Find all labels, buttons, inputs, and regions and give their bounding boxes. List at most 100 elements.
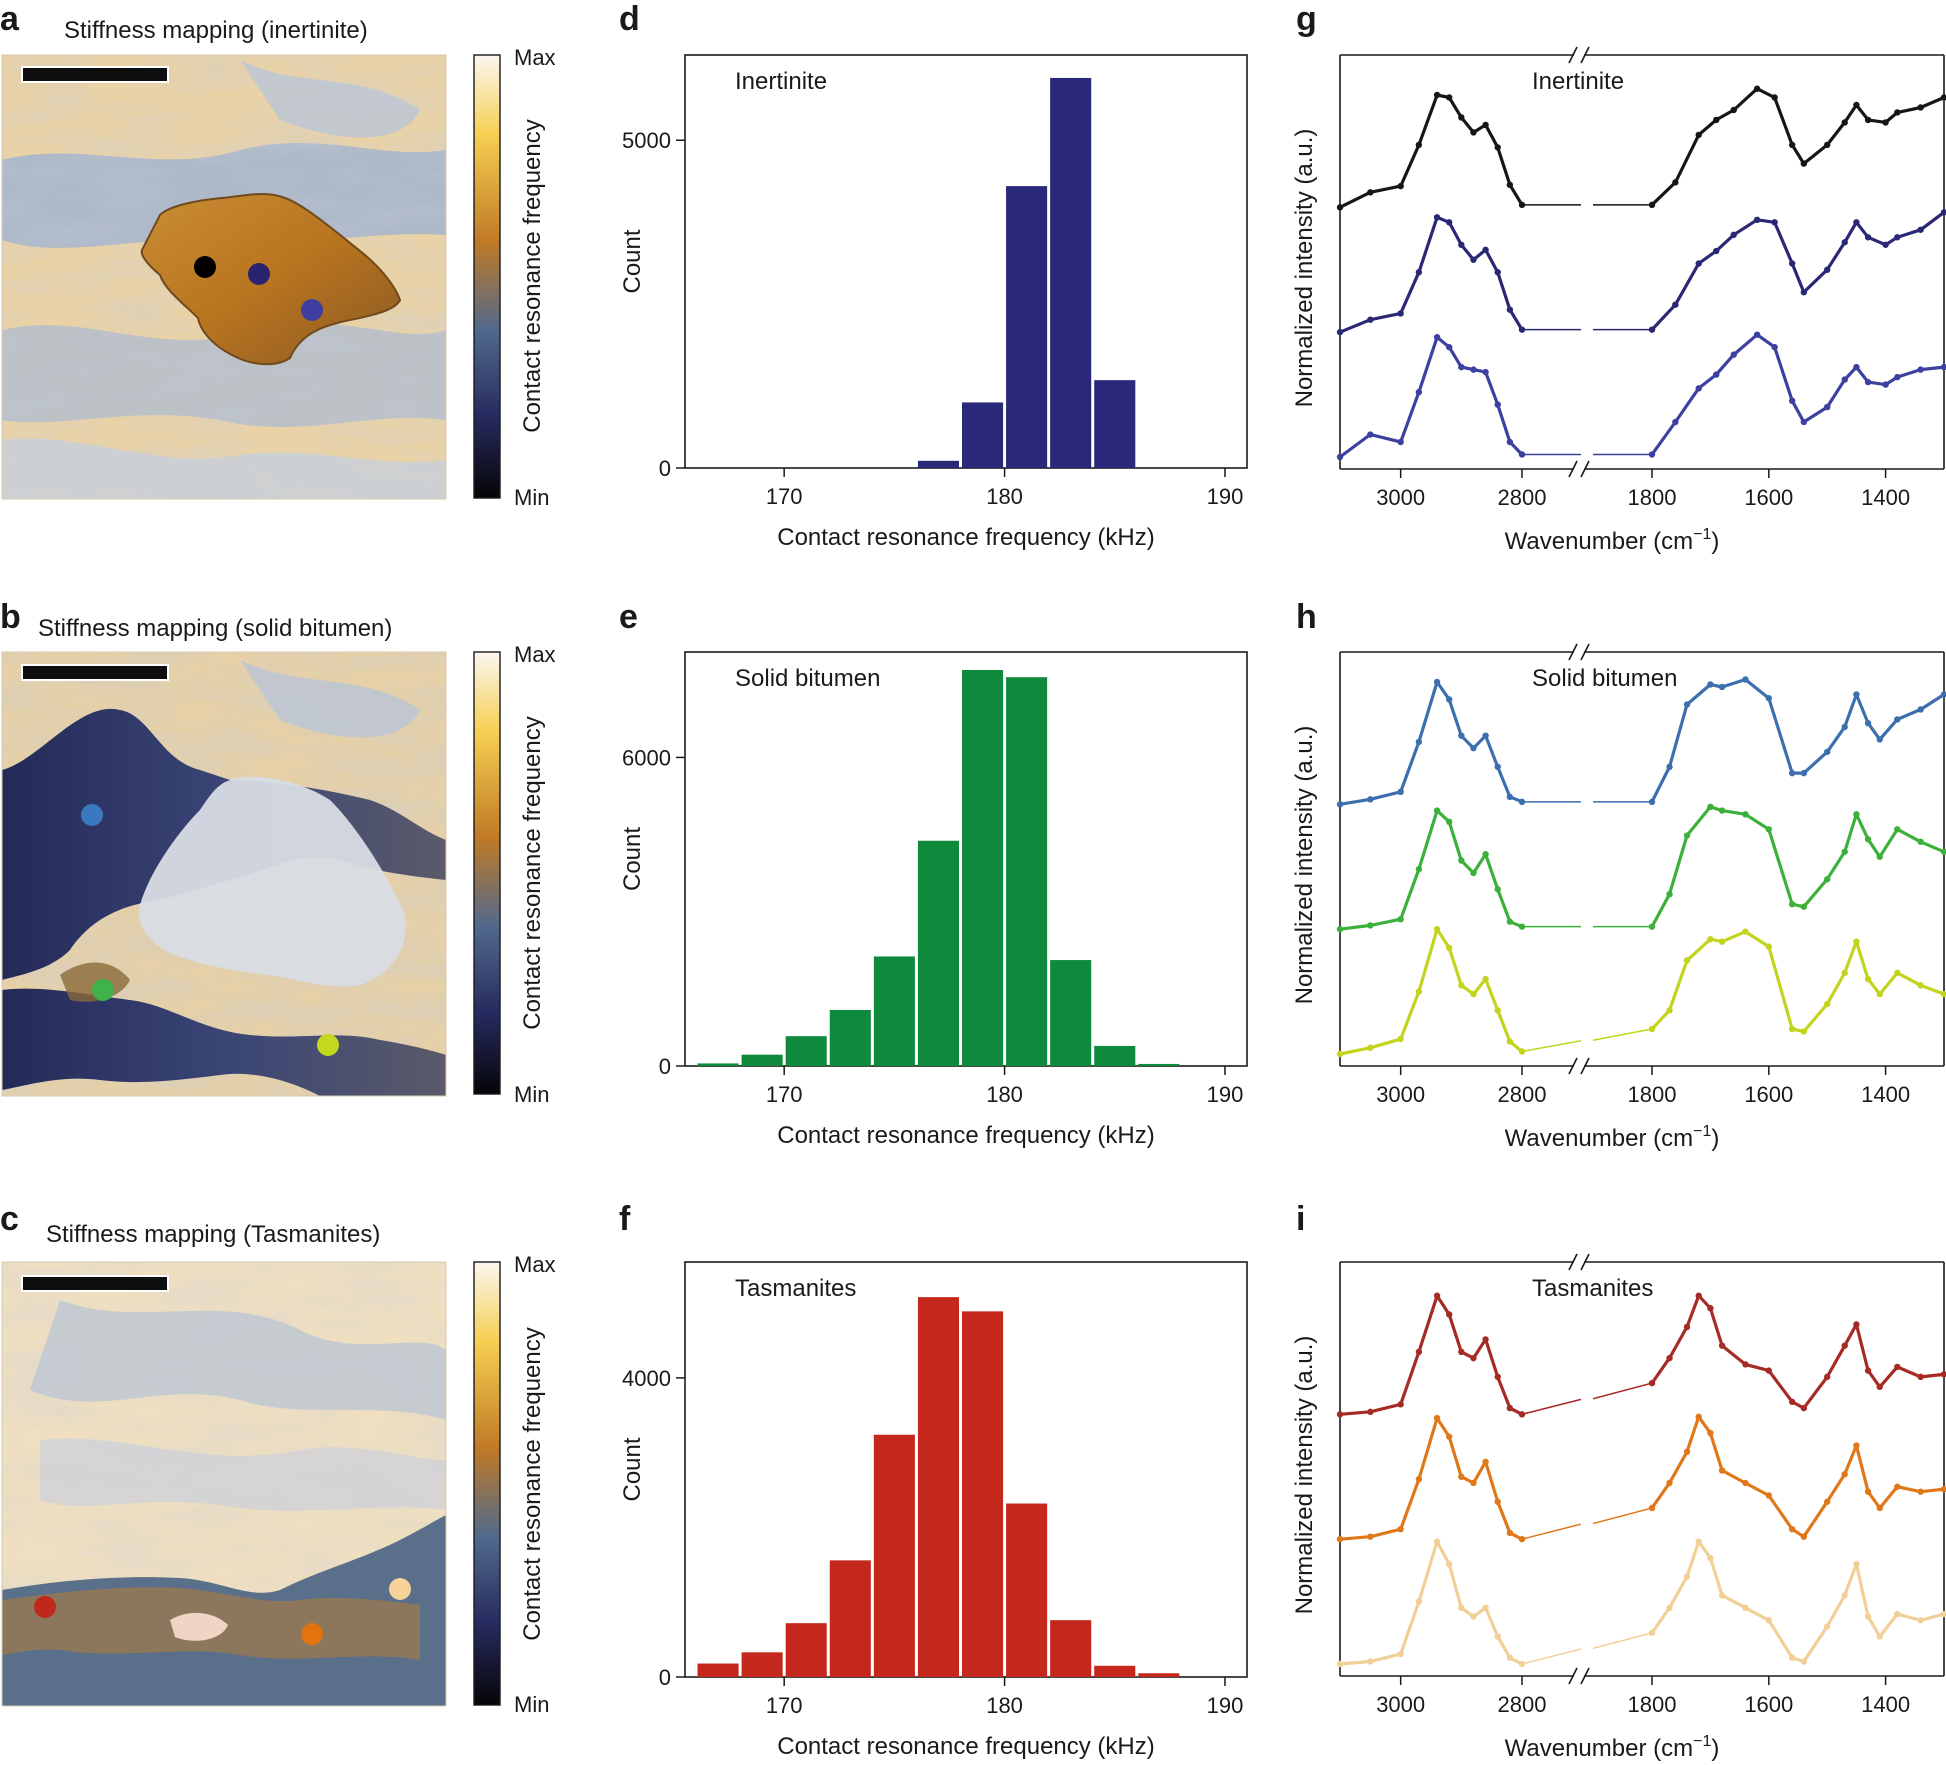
spectrum-point [1841, 969, 1848, 977]
spectrum-point [1648, 923, 1656, 930]
y-tick-label: 0 [659, 1665, 671, 1690]
spectra-panel-g: g 3000 2800 1800 1600 1400 Inertinite Wavenumbe… [1291, 0, 1946, 555]
spectrum-point [1506, 306, 1514, 313]
spectrum-point [1864, 378, 1872, 386]
spectrum-point [1666, 1604, 1673, 1612]
histogram-bar [1006, 186, 1048, 468]
spectrum-point [1518, 326, 1526, 333]
spectrum-point [1800, 769, 1808, 777]
spectrum-point [1458, 857, 1465, 864]
spectrum-point [1765, 1617, 1773, 1624]
spectrum-bridge [1592, 1382, 1653, 1400]
spectrum-point [1683, 957, 1691, 964]
histogram-bar [741, 1652, 783, 1677]
spectrum-point [1788, 900, 1796, 908]
spectrum-point [1367, 796, 1374, 803]
spectrum-point [1415, 1476, 1423, 1483]
spectrum-point [1336, 204, 1344, 211]
spectrum-point [1894, 109, 1901, 116]
x-tick-label: 1400 [1861, 1082, 1910, 1107]
spectrum-line [1650, 333, 1945, 456]
panel-letter: f [619, 1200, 631, 1238]
spectrum-point [1730, 106, 1737, 114]
axis-break-mark [1568, 460, 1578, 478]
spectrum-point [1894, 234, 1901, 241]
spectrum-point [1864, 975, 1872, 983]
spectrum-point [1718, 683, 1726, 691]
spectrum-point [1765, 943, 1773, 950]
spectrum-bridge [1521, 1039, 1582, 1053]
spectrum-point [1894, 1363, 1901, 1371]
spectrum-point [1446, 1560, 1453, 1568]
spectrum-point [1494, 1633, 1501, 1640]
histogram-bar [917, 1297, 959, 1677]
spectrum-point [1506, 1654, 1514, 1661]
spectrum-bridge [1592, 1632, 1653, 1650]
x-tick-label: 2800 [1498, 485, 1547, 510]
histogram-bar [697, 1063, 739, 1066]
spectrum-point [1882, 241, 1889, 248]
chart-title: Tasmanites [735, 1275, 856, 1302]
spectrum-point [1707, 1554, 1714, 1562]
histogram-bar [873, 1434, 915, 1677]
x-axis-label: Contact resonance frequency (kHz) [777, 1733, 1155, 1760]
spectrum-point [1648, 1504, 1656, 1512]
spectrum-point [1876, 853, 1883, 860]
spectrum-point [1695, 1413, 1702, 1421]
spectrum-point [1853, 1560, 1860, 1568]
spectrum-point [1458, 1473, 1465, 1480]
colorbar-max-label: Max [514, 642, 556, 667]
spectrum-point [1864, 1613, 1872, 1620]
spectrum-point [1367, 1044, 1374, 1051]
spectrum-point [1824, 1373, 1831, 1381]
spectrum-point [1518, 923, 1526, 930]
spectrum-point [1882, 119, 1889, 126]
x-tick-label: 1600 [1744, 485, 1793, 510]
histogram-bar [697, 1663, 739, 1677]
spectrum-line [1339, 680, 1523, 806]
spectrum-point [1876, 1383, 1883, 1391]
colorbar-label: Contact resonance frequency [519, 716, 546, 1030]
spectrum-point [1718, 1467, 1726, 1474]
spectrum-point [1718, 938, 1726, 945]
x-axis-label: Contact resonance frequency (kHz) [777, 1122, 1155, 1149]
probe-point [301, 299, 323, 321]
spectrum-point [1470, 744, 1477, 752]
spectrum-point [1853, 691, 1860, 698]
spectrum-point [1853, 101, 1860, 109]
spectrum-point [1446, 818, 1453, 826]
panel-letter: a [0, 0, 20, 38]
colorbar-min-label: Min [514, 1692, 549, 1717]
x-tick-label: 1400 [1861, 1692, 1910, 1717]
spectrum-point [1917, 838, 1924, 845]
spectrum-point [1864, 234, 1872, 241]
spectrum-point [1415, 1348, 1423, 1356]
x-tick-label: 170 [766, 1693, 803, 1718]
spectrum-point [1494, 1007, 1501, 1014]
spectrum-point [1415, 388, 1423, 396]
map-panel-a: a Stiffness mapping (inertinite) Max Min [0, 0, 556, 510]
x-tick-label: 1400 [1861, 485, 1910, 510]
spectrum-point [1824, 1498, 1831, 1505]
spectrum-point [1771, 94, 1778, 101]
probe-point [34, 1596, 56, 1618]
spectrum-point [1800, 1658, 1808, 1665]
spectrum-point [1876, 1504, 1883, 1512]
spectrum-point [1742, 928, 1749, 935]
spectrum-point [1800, 418, 1808, 426]
spectrum-point [1707, 1429, 1714, 1437]
spectrum-point [1518, 1048, 1526, 1055]
spectrum-point [1940, 94, 1946, 101]
spectrum-point [1894, 1610, 1901, 1618]
axis-break-mark [1580, 643, 1590, 661]
axis-break-mark [1580, 1253, 1590, 1271]
y-tick-label: 0 [659, 1054, 671, 1079]
spectrum-point [1853, 938, 1860, 945]
chart-title: Solid bitumen [1532, 665, 1677, 692]
spectrum-point [1841, 376, 1848, 383]
spectrum-point [1506, 181, 1514, 189]
x-tick-label: 3000 [1376, 485, 1425, 510]
spectrum-line [1650, 677, 1945, 803]
x-axis-label: Wavenumber (cm−1) [1505, 1733, 1720, 1762]
spectrum-point [1518, 1660, 1526, 1668]
